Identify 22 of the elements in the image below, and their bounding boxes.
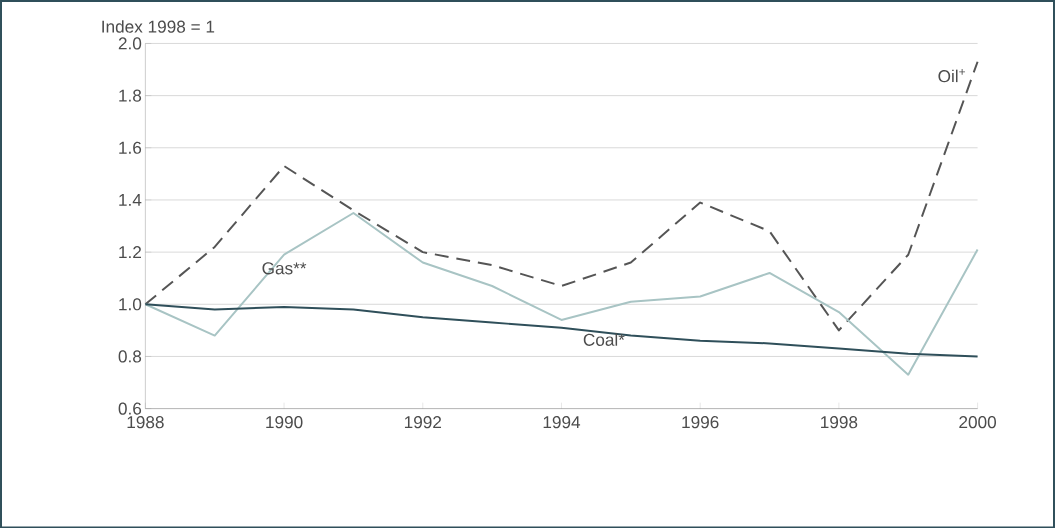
- y-tick-label: 1.8: [119, 89, 142, 102]
- x-tick-label: 1992: [404, 415, 442, 429]
- x-tick-label: 1998: [821, 415, 858, 429]
- x-tick-label: 1990: [266, 415, 303, 429]
- y-tick-label: 1.2: [119, 245, 141, 258]
- y-tick-label: 2.0: [118, 37, 142, 50]
- x-tick-label: 1988: [127, 415, 164, 429]
- x-tick-label: 1996: [682, 415, 719, 429]
- y-tick-label: 1.0: [119, 297, 142, 311]
- y-axis-title: Index 1998 = 1: [102, 19, 215, 33]
- y-tick-label: 1.4: [119, 193, 142, 206]
- y-tick-label: 0.8: [118, 350, 142, 363]
- y-tick-label: 1.6: [119, 141, 142, 154]
- series-label: Gas**: [262, 261, 307, 275]
- y-tick-label: 0.6: [118, 402, 142, 415]
- series-label: Oil$^{+}$: [938, 68, 966, 83]
- series-label: Coal*: [583, 333, 625, 346]
- line-series: [144, 303, 979, 358]
- x-tick-label: 2000: [959, 415, 997, 429]
- x-tick-label: 1994: [543, 415, 581, 429]
- line-series: [144, 211, 979, 376]
- line-series: [144, 60, 979, 332]
